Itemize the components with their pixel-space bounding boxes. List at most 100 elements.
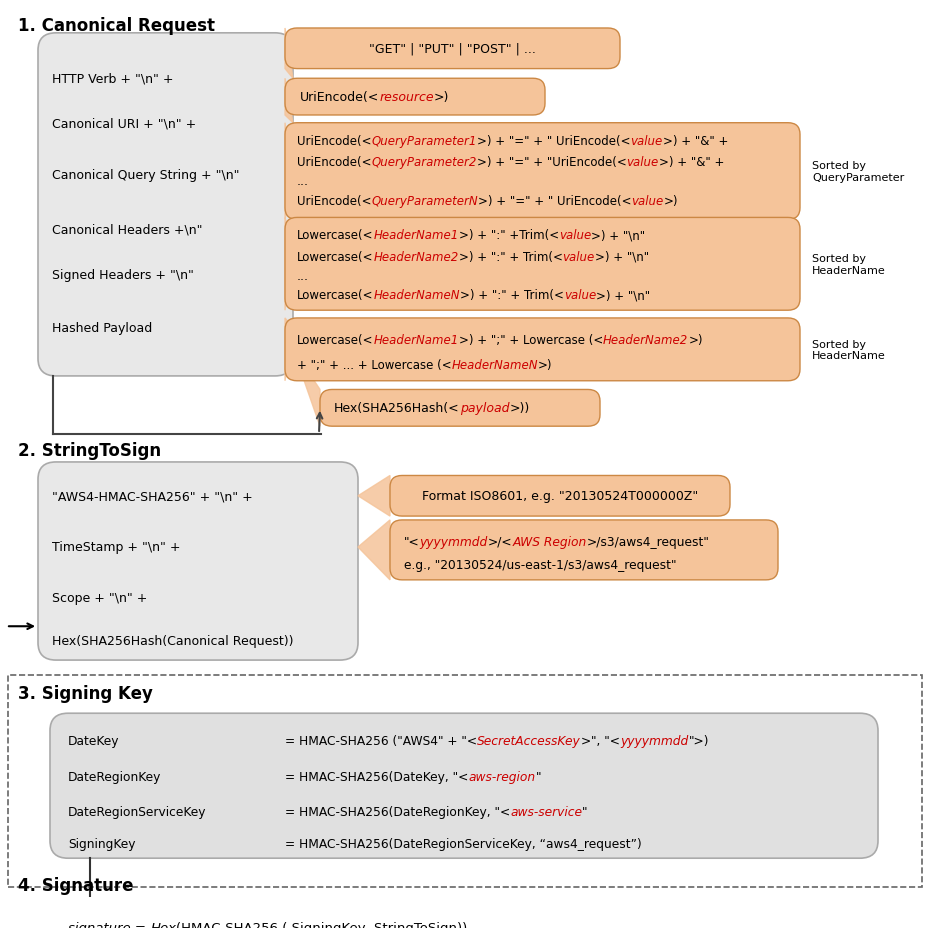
Text: >: > [581,734,591,747]
FancyBboxPatch shape [50,714,878,858]
Text: value: value [626,156,659,169]
Text: "GET" | "PUT" | "POST" | ...: "GET" | "PUT" | "POST" | ... [369,43,536,56]
Text: Lowercase(<: Lowercase(< [297,333,374,346]
Text: >) + ":" + Trim(<: >) + ":" + Trim(< [459,251,563,264]
Text: "<: "< [404,535,419,548]
Text: >) + ":" +Trim(<: >) + ":" +Trim(< [459,229,559,242]
FancyBboxPatch shape [320,390,600,427]
Text: signature =: signature = [68,922,150,928]
Text: 3. Signing Key: 3. Signing Key [18,685,153,702]
Text: yyyymmdd: yyyymmdd [419,535,488,548]
Text: >) + ";" + Lowercase (<: >) + ";" + Lowercase (< [459,333,603,346]
FancyBboxPatch shape [285,79,545,116]
Text: DateRegionServiceKey: DateRegionServiceKey [68,806,207,818]
Text: >) + "&" +: >) + "&" + [659,156,724,169]
Text: value: value [563,251,595,264]
Text: HeaderName1: HeaderName1 [374,333,459,346]
Text: QueryParameterN: QueryParameterN [372,194,478,207]
Text: Canonical Query String + "\n": Canonical Query String + "\n" [52,169,240,182]
Text: UriEncode(<: UriEncode(< [297,156,372,169]
Text: >) + "=" + " UriEncode(<: >) + "=" + " UriEncode(< [477,135,630,148]
Text: >) + "\n": >) + "\n" [596,289,651,302]
Polygon shape [285,123,293,220]
Text: e.g., "20130524/us-east-1/s3/aws4_request": e.g., "20130524/us-east-1/s3/aws4_reques… [404,559,677,572]
Text: Signed Headers + "\n": Signed Headers + "\n" [52,269,194,281]
Text: ": " [582,806,588,818]
Polygon shape [285,318,293,381]
Polygon shape [285,29,293,79]
Text: Sorted by
QueryParameter: Sorted by QueryParameter [812,161,904,183]
Text: aws-region: aws-region [469,769,536,782]
Text: DateRegionKey: DateRegionKey [68,769,161,782]
Text: = HMAC-SHA256 ("AWS4" + "<: = HMAC-SHA256 ("AWS4" + "< [285,734,477,747]
Text: TimeStamp + "\n" +: TimeStamp + "\n" + [52,541,181,554]
Text: Lowercase(<: Lowercase(< [297,289,374,302]
Text: HeaderName1: HeaderName1 [374,229,459,242]
Text: Hex(SHA256Hash(Canonical Request)): Hex(SHA256Hash(Canonical Request)) [52,635,294,648]
Text: >/s3/aws4_request": >/s3/aws4_request" [587,535,710,548]
FancyBboxPatch shape [390,476,730,517]
Text: 1. Canonical Request: 1. Canonical Request [18,18,215,35]
Text: value: value [630,135,663,148]
Text: >): >) [434,91,449,104]
Polygon shape [285,79,293,123]
Text: ">): ">) [689,734,709,747]
Text: UriEncode(<: UriEncode(< [297,194,372,207]
Text: SigningKey: SigningKey [68,837,135,850]
Text: 4. Signature: 4. Signature [18,876,133,894]
Polygon shape [285,218,293,311]
Text: 2. StringToSign: 2. StringToSign [18,441,161,459]
Text: >): >) [538,358,553,371]
Text: ...: ... [297,175,309,188]
Bar [8,675,922,887]
Text: DateKey: DateKey [68,734,119,747]
Text: = HMAC-SHA256(DateKey, "<: = HMAC-SHA256(DateKey, "< [285,769,469,782]
Text: "AWS4-HMAC-SHA256" + "\n" +: "AWS4-HMAC-SHA256" + "\n" + [52,490,253,503]
Text: Lowercase(<: Lowercase(< [297,251,374,264]
Text: HeaderName2: HeaderName2 [374,251,459,264]
Text: Canonical URI + "\n" +: Canonical URI + "\n" + [52,117,197,130]
Polygon shape [293,350,320,427]
FancyBboxPatch shape [38,33,293,377]
Text: >) + "\n": >) + "\n" [595,251,649,264]
Text: >) + "\n": >) + "\n" [591,229,645,242]
Text: UriEncode(<: UriEncode(< [297,135,372,148]
Text: HeaderName2: HeaderName2 [603,333,688,346]
Text: = HMAC-SHA256(DateRegionServiceKey, “aws4_request”): = HMAC-SHA256(DateRegionServiceKey, “aws… [285,837,642,850]
Text: value: value [632,194,664,207]
Text: Format ISO8601, e.g. "20130524T000000Z": Format ISO8601, e.g. "20130524T000000Z" [422,490,698,503]
FancyBboxPatch shape [285,218,800,311]
FancyBboxPatch shape [285,123,800,220]
Text: + ";" + ... + Lowercase (<: + ";" + ... + Lowercase (< [297,358,452,371]
Text: ": " [536,769,541,782]
Text: >) + ":" + Trim(<: >) + ":" + Trim(< [460,289,564,302]
Text: >) + "=" + " UriEncode(<: >) + "=" + " UriEncode(< [478,194,632,207]
FancyBboxPatch shape [285,318,800,381]
FancyBboxPatch shape [38,462,358,661]
Text: Hex(SHA256Hash(<: Hex(SHA256Hash(< [334,402,459,415]
Text: QueryParameter2: QueryParameter2 [372,156,477,169]
Text: >): >) [664,194,678,207]
Text: >)): >)) [509,402,529,415]
Text: HeaderNameN: HeaderNameN [452,358,538,371]
Text: SecretAccessKey: SecretAccessKey [477,734,581,747]
Text: yyyymmdd: yyyymmdd [620,734,689,747]
Text: HTTP Verb + "\n" +: HTTP Verb + "\n" + [52,72,173,85]
Text: Sorted by
HeaderName: Sorted by HeaderName [812,253,885,276]
Polygon shape [358,521,390,580]
Text: aws-service: aws-service [510,806,582,818]
Text: Hashed Payload: Hashed Payload [52,322,152,335]
Text: >/<: >/< [488,535,513,548]
Text: ...: ... [297,270,309,283]
Text: Canonical Headers +\n": Canonical Headers +\n" [52,224,202,237]
Text: resource: resource [379,91,434,104]
Text: (HMAC-SHA256 ( SigningKey, StringToSign)): (HMAC-SHA256 ( SigningKey, StringToSign)… [176,922,468,928]
Text: >) + "&" +: >) + "&" + [663,135,728,148]
Text: Lowercase(<: Lowercase(< [297,229,374,242]
Text: UriEncode(<: UriEncode(< [300,91,379,104]
Text: Scope + "\n" +: Scope + "\n" + [52,591,147,604]
Text: AWS Region: AWS Region [513,535,587,548]
Text: ", "<: ", "< [591,734,620,747]
Text: >): >) [688,333,703,346]
FancyBboxPatch shape [50,903,605,928]
